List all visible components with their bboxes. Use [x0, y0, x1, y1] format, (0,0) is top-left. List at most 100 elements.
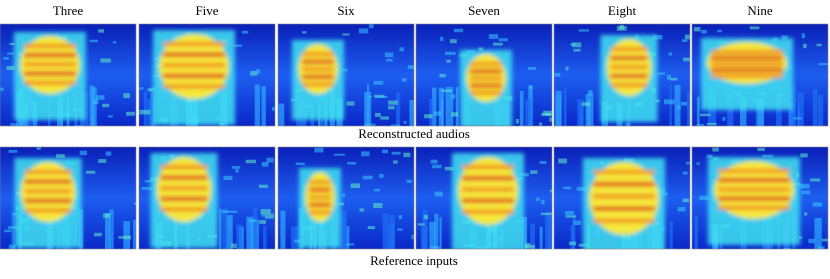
speckle: [693, 27, 701, 32]
speckle: [102, 103, 110, 108]
speckle: [346, 101, 355, 106]
band: [812, 88, 818, 126]
band: [525, 99, 532, 126]
band: [757, 98, 765, 126]
speckle: [706, 154, 713, 159]
band: [694, 215, 698, 249]
band: [817, 94, 824, 126]
band: [545, 211, 551, 249]
speckle: [799, 183, 810, 189]
speckle: [123, 235, 132, 240]
speckle: [271, 107, 275, 111]
panel-border: [277, 146, 415, 250]
spectrogram-content: [139, 30, 275, 126]
speckle: [373, 188, 380, 192]
speckle: [380, 116, 390, 120]
speckle: [79, 150, 87, 156]
band: [263, 225, 267, 249]
speckle: [424, 114, 433, 119]
speckle: [666, 75, 671, 80]
speckle: [757, 147, 765, 151]
speckle: [374, 112, 381, 117]
band: [439, 217, 442, 249]
speckle: [798, 236, 803, 239]
speech-region: [701, 38, 793, 110]
band: [395, 92, 401, 126]
speckle: [558, 158, 567, 164]
harmonic: [462, 209, 514, 214]
band: [254, 84, 260, 126]
band: [367, 84, 370, 126]
column-title: Five: [195, 3, 218, 18]
harmonic: [610, 83, 648, 87]
band: [797, 92, 804, 126]
speckle: [700, 29, 707, 34]
harmonic: [160, 175, 208, 180]
spectrogram-content: [417, 153, 552, 249]
panel-border: [691, 23, 829, 127]
speckle: [126, 111, 136, 116]
speckle: [8, 149, 18, 153]
band: [280, 210, 286, 249]
speckle: [434, 111, 442, 116]
band: [278, 103, 285, 126]
band: [539, 226, 543, 249]
band: [775, 98, 782, 126]
speckle: [139, 109, 151, 115]
speckle: [362, 175, 373, 180]
spectrogram-content: [280, 147, 414, 249]
speckle: [434, 191, 443, 197]
band: [123, 221, 131, 249]
harmonic: [309, 202, 331, 207]
speckle: [248, 219, 257, 223]
speckle: [540, 212, 552, 216]
harmonic: [711, 62, 783, 66]
speckle: [670, 77, 678, 81]
harmonic: [718, 187, 790, 192]
band: [814, 218, 822, 249]
speckle: [541, 199, 545, 205]
harmonic: [309, 180, 331, 184]
speckle: [266, 157, 274, 163]
band: [422, 209, 428, 249]
speckle: [441, 89, 452, 92]
band: [246, 216, 254, 249]
harmonic: [610, 65, 648, 69]
speckle: [397, 228, 403, 231]
harmonic: [160, 186, 208, 191]
speckle: [364, 123, 376, 126]
speckle: [578, 29, 589, 32]
band: [429, 98, 433, 126]
speckle: [118, 236, 125, 239]
speckle: [543, 110, 552, 116]
speckle: [314, 147, 324, 153]
band: [577, 99, 584, 126]
speckle: [0, 87, 4, 91]
speckle: [699, 195, 709, 201]
harmonic: [711, 50, 783, 54]
speckle: [245, 159, 256, 164]
speckle: [36, 147, 41, 150]
speech-region: [292, 40, 344, 120]
harmonic: [24, 189, 72, 194]
band: [669, 84, 672, 126]
band: [133, 219, 136, 249]
speckle: [539, 122, 543, 126]
speckle: [565, 215, 577, 218]
harmonic: [718, 196, 790, 201]
band: [687, 91, 690, 126]
speckle: [134, 202, 136, 205]
harmonic: [309, 210, 331, 215]
speckle: [430, 246, 440, 249]
speckle: [658, 72, 666, 75]
speckle: [571, 42, 582, 48]
speckle: [520, 173, 529, 177]
panel-border: [277, 23, 415, 127]
harmonic: [160, 196, 208, 201]
speckle: [346, 243, 355, 246]
speckle: [706, 122, 717, 125]
speckle: [528, 85, 533, 90]
speckle: [446, 59, 451, 63]
band: [253, 207, 258, 249]
speckle: [388, 100, 398, 105]
